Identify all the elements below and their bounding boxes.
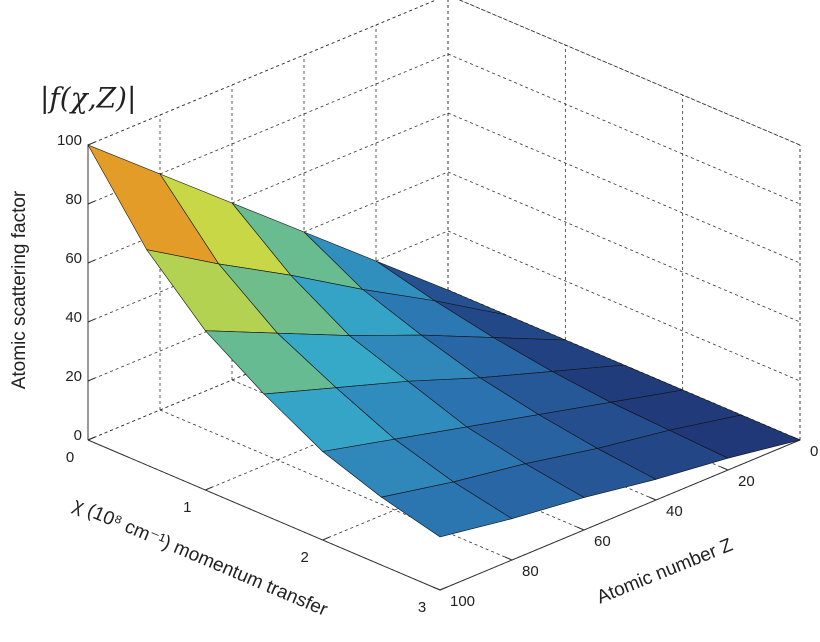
box-edge (458, 0, 801, 146)
y-tick-label: 20 (738, 473, 755, 490)
tick-mark (87, 377, 96, 382)
grid-line (87, 0, 438, 146)
z-tick-label: 100 (57, 132, 82, 149)
y-tick-label: 40 (666, 503, 683, 520)
tick-mark (87, 259, 96, 264)
y-tick-label: 100 (450, 593, 475, 610)
tick-mark (87, 141, 96, 146)
axis-line (439, 439, 801, 591)
box-edge (87, 0, 438, 146)
z-tick-label: 80 (65, 191, 82, 208)
grid-line (447, 53, 801, 205)
x-tick-label: 0 (66, 449, 74, 466)
y-axis-label: Atomic number Z (594, 535, 736, 609)
axis-line (87, 439, 441, 591)
tick-mark (205, 486, 213, 491)
y-tick-label: 60 (594, 533, 611, 550)
x-tick-label: 3 (418, 599, 426, 616)
surface-patch (380, 481, 513, 538)
x-tick-label: 1 (183, 499, 191, 516)
tick-mark (576, 526, 585, 531)
tick-mark (648, 496, 657, 501)
z-tick-label: 20 (65, 368, 82, 385)
tick-mark (322, 536, 330, 541)
y-tick-label: 80 (522, 563, 539, 580)
grid-line (159, 409, 513, 561)
x-tick-label: 2 (300, 549, 308, 566)
grid-line (447, 112, 801, 264)
z-axis-label: Atomic scattering factor (9, 190, 30, 389)
tick-mark (504, 556, 513, 561)
z-tick-label: 40 (65, 309, 82, 326)
tick-mark (87, 200, 96, 205)
z-tick-label: 0 (74, 427, 82, 444)
chart-title: |f(χ,Z)| (40, 82, 136, 115)
tick-mark (720, 466, 729, 471)
z-tick-label: 60 (65, 250, 82, 267)
tick-mark (432, 586, 441, 591)
tick-mark (87, 436, 96, 441)
grid-line (458, 0, 801, 146)
grid-line (447, 230, 801, 382)
grid-line (87, 53, 449, 205)
tick-mark (439, 586, 448, 591)
grid-line (447, 171, 801, 323)
x-axis-label: χ (10⁸ cm⁻¹) momentum transfer (70, 494, 331, 621)
tick-mark (87, 318, 96, 323)
grid-line (87, 112, 449, 264)
y-tick-label: 0 (810, 443, 818, 460)
